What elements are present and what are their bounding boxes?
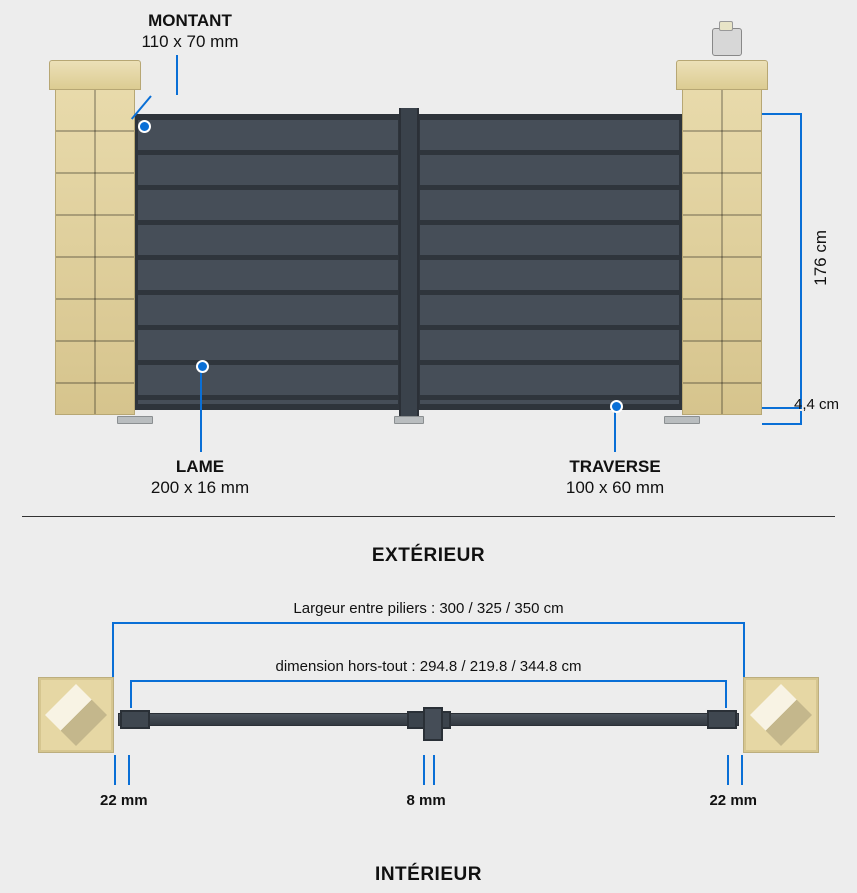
- dim-line: [727, 755, 729, 785]
- callout-dot-icon: [138, 120, 151, 133]
- callout-line: [200, 370, 202, 452]
- dim-line: [762, 423, 802, 425]
- callout-title: TRAVERSE: [530, 456, 700, 477]
- section-divider: [22, 516, 835, 517]
- dim-line: [128, 755, 130, 785]
- callout-title: LAME: [120, 456, 280, 477]
- topview-center-lock: [407, 711, 451, 729]
- callout-title: MONTANT: [120, 10, 260, 31]
- topview-hinge-left: [120, 710, 150, 729]
- callout-value: 100 x 60 mm: [530, 477, 700, 498]
- callout-value: 200 x 16 mm: [120, 477, 280, 498]
- dim-line: [114, 755, 116, 785]
- topview-pillar-right: [743, 677, 819, 753]
- dim-line: [423, 755, 425, 785]
- topview-pillar-left: [38, 677, 114, 753]
- dim-gap-right: 22 mm: [709, 792, 757, 809]
- topview-hinge-right: [707, 710, 737, 729]
- gate-front-view: [135, 114, 682, 410]
- callout-lame: LAME 200 x 16 mm: [120, 456, 280, 499]
- gate-leaf-left: [135, 114, 401, 410]
- callout-montant: MONTANT 110 x 70 mm: [120, 10, 260, 53]
- callout-dot-icon: [610, 400, 623, 413]
- dim-line: [800, 113, 802, 409]
- dim-hors-tout: dimension hors-tout : 294.8 / 219.8 / 34…: [0, 658, 857, 675]
- dim-line: [762, 113, 802, 115]
- dim-bracket: [112, 622, 745, 640]
- dim-clearance: 4,4 cm: [794, 396, 839, 413]
- gate-top-view: [38, 685, 819, 775]
- callout-value: 110 x 70 mm: [120, 31, 260, 52]
- section-title-exterior: EXTÉRIEUR: [0, 545, 857, 567]
- gate-foot: [664, 416, 700, 424]
- callout-line: [614, 408, 616, 452]
- pillar-light-icon: [712, 28, 742, 56]
- callout-dot-icon: [196, 360, 209, 373]
- gate-foot: [394, 416, 424, 424]
- dim-gap-center: 8 mm: [407, 792, 446, 809]
- gate-foot: [117, 416, 153, 424]
- dim-largeur-piliers: Largeur entre piliers : 300 / 325 / 350 …: [0, 600, 857, 617]
- section-title-interior: INTÉRIEUR: [0, 864, 857, 886]
- gate-center-post: [399, 108, 419, 416]
- pillar-left: [55, 60, 135, 415]
- dim-line: [433, 755, 435, 785]
- callout-traverse: TRAVERSE 100 x 60 mm: [530, 456, 700, 499]
- dim-gap-left: 22 mm: [100, 792, 148, 809]
- pillar-right: [682, 60, 762, 415]
- gate-spec-diagram: MONTANT 110 x 70 mm LAME 200 x 16 mm TRA…: [0, 0, 857, 893]
- gate-leaf-right: [417, 114, 683, 410]
- callout-line: [176, 55, 178, 95]
- dim-line: [741, 755, 743, 785]
- dim-height: 176 cm: [811, 230, 831, 286]
